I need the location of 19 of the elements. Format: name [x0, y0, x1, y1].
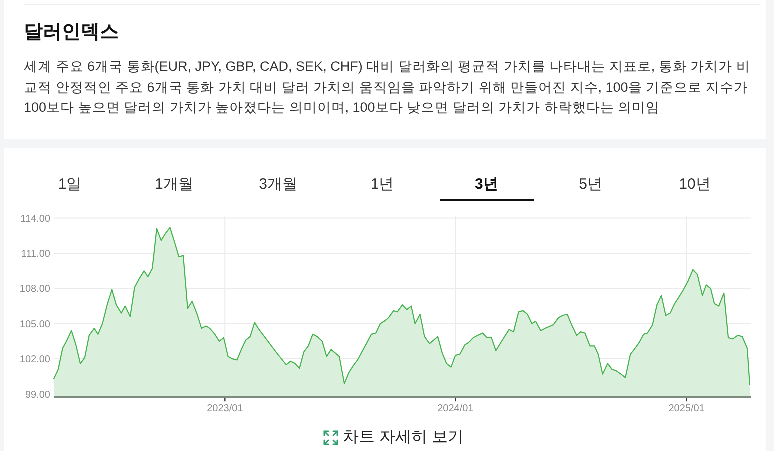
y-tick-label: 111.00 — [21, 248, 51, 260]
tab: 1일 — [23, 170, 117, 201]
y-tick-label: 114.00 — [20, 214, 51, 225]
y-tick-label: 108.00 — [20, 284, 51, 296]
y-tick-label: 99.00 — [25, 390, 51, 401]
tab: 1년 — [336, 170, 430, 201]
y-tick-label: 102.00 — [20, 354, 51, 366]
text: 세계 주요 6개국 통화(EUR, JPY, GBP, CAD, SEK, CHF) 대비 달러화의 평균적 가치를 나타내는 지표로, 통화 가치가 비교적 안정적인 주요 6개국 통화 가치 대비 달러 가치의 움직임을 파악하기 위해 만들어진 지수, 100을 기준으로 지수가 100보다 높으면 달러의 가치가 높아졌다는 의미이며, 100보다 낮으면 달러의 가치가 하락했다는 의미임 — [24, 58, 752, 117]
text: 달러인덱스 — [24, 21, 119, 45]
x-tick-label: 2025/01 — [668, 404, 706, 415]
tab: 5년 — [544, 170, 638, 201]
tab: 1개월 — [127, 170, 222, 201]
x-tick-label: 2024/01 — [438, 404, 474, 415]
tab: 10년 — [648, 170, 742, 201]
tab: 3개월 — [231, 170, 326, 201]
x-tick-label: 2023/01 — [207, 404, 244, 415]
tab: 3년 — [440, 170, 534, 201]
y-tick-label: 105.00 — [20, 319, 51, 330]
button: 차트 자세히 보기 — [321, 426, 466, 450]
